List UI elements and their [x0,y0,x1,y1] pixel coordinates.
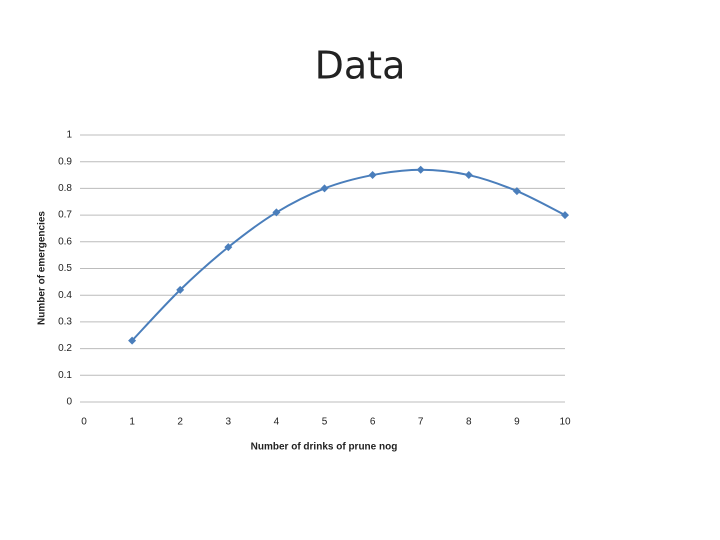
x-tick-label: 3 [226,417,232,428]
x-tick-label: 6 [370,417,376,428]
data-point [128,336,137,345]
y-tick-label: 0.6 [58,236,72,247]
y-axis-title: Number of emergencies [37,211,48,325]
y-tick-label: 0.9 [58,156,72,167]
data-point [368,171,377,180]
x-tick-label: 4 [274,417,280,428]
x-tick-label: 1 [129,417,135,428]
data-point [561,211,569,220]
y-tick-label: 0.1 [58,370,72,381]
y-tick-label: 0 [66,397,72,408]
y-tick-label: 0.2 [58,343,72,354]
x-tick-label: 2 [177,417,183,428]
y-tick-label: 0.4 [58,290,72,301]
x-tick-label: 9 [514,417,520,428]
chart-title: Data [315,44,406,88]
data-point [176,285,185,294]
y-tick-label: 1 [66,130,72,141]
data-point [512,187,521,196]
data-point [464,171,473,180]
x-tick-label: 7 [418,417,424,428]
data-point [416,165,425,174]
x-tick-label: 8 [466,417,472,428]
y-tick-label: 0.5 [58,263,72,274]
data-point [224,243,233,252]
data-point [272,208,281,217]
x-axis-title: Number of drinks of prune nog [251,442,398,453]
y-tick-label: 0.8 [58,183,72,194]
y-tick-label: 0.3 [58,317,72,328]
x-tick-label: 0 [81,417,87,428]
x-tick-label: 5 [322,417,328,428]
x-tick-label: 10 [559,417,571,428]
data-point [320,184,329,193]
y-tick-label: 0.7 [58,210,72,221]
series-line [131,168,566,342]
